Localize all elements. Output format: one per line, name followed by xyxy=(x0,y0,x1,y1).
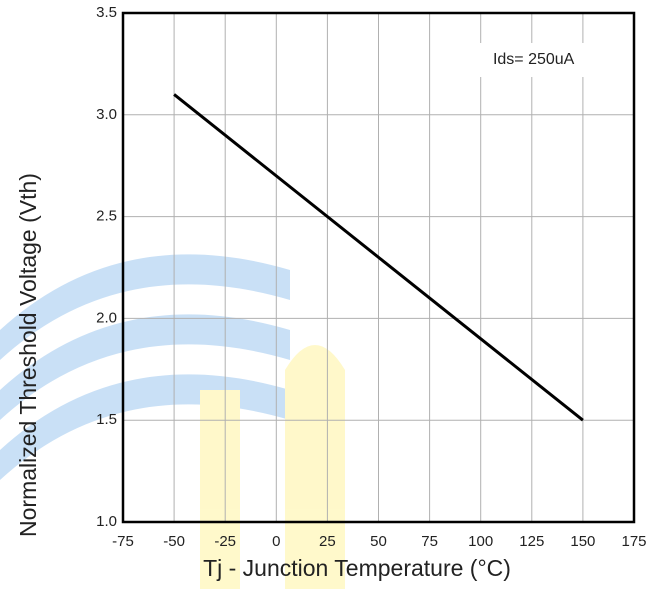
x-tick-label: -50 xyxy=(163,533,185,550)
x-axis-label: Tj - Junction Temperature (°C) xyxy=(203,555,511,581)
y-tick-label: 3.0 xyxy=(96,106,117,123)
x-tick-label: 100 xyxy=(468,533,493,550)
annotation: Ids= 250uA xyxy=(493,51,575,68)
x-tick-label: -75 xyxy=(112,533,134,550)
data-line xyxy=(173,93,584,422)
y-tick-label: 2.5 xyxy=(96,208,117,225)
x-tick-label: 50 xyxy=(370,533,387,550)
y-tick-label: 3.5 xyxy=(96,4,117,21)
x-tick-label: 175 xyxy=(621,533,646,550)
y-axis-label: Normalized Threshold Voltage (Vth) xyxy=(15,173,41,537)
y-tick-label: 1.5 xyxy=(96,411,117,428)
annotation-box xyxy=(476,43,627,77)
x-tick-label: 75 xyxy=(421,533,438,550)
x-tick-label: 25 xyxy=(319,533,336,550)
y-tick-label: 2.0 xyxy=(96,309,117,326)
plot-frame xyxy=(121,11,636,524)
watermark xyxy=(0,254,345,589)
x-tick-label: 150 xyxy=(570,533,595,550)
y-tick-label: 1.0 xyxy=(96,513,117,530)
x-tick-label: 0 xyxy=(272,533,280,550)
x-tick-label: 125 xyxy=(519,533,544,550)
x-tick-label: -25 xyxy=(214,533,236,550)
